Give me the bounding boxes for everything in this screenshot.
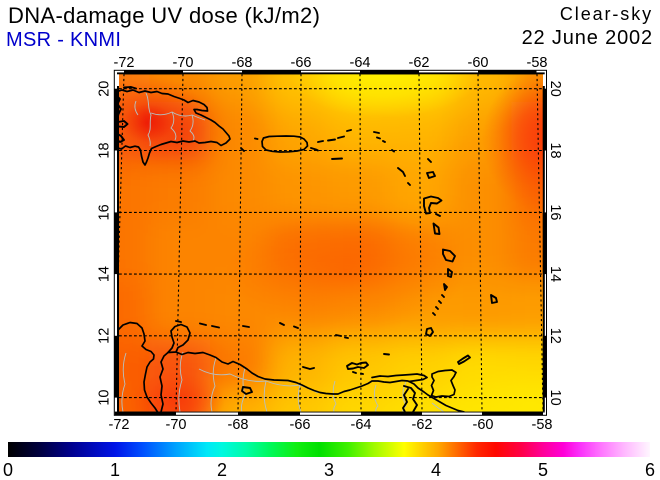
- svg-text:18: 18: [547, 142, 563, 158]
- svg-text:-66: -66: [290, 417, 311, 433]
- svg-text:-68: -68: [232, 55, 253, 71]
- svg-text:16: 16: [547, 204, 563, 220]
- svg-text:-64: -64: [350, 55, 371, 71]
- svg-text:-62: -62: [409, 55, 430, 71]
- svg-text:10: 10: [547, 390, 563, 406]
- svg-text:-66: -66: [291, 55, 312, 71]
- svg-text:20: 20: [547, 81, 563, 97]
- svg-text:10: 10: [97, 390, 113, 406]
- svg-text:-68: -68: [228, 417, 249, 433]
- svg-text:20: 20: [97, 81, 113, 97]
- svg-text:-58: -58: [527, 55, 548, 71]
- svg-text:14: 14: [97, 266, 113, 282]
- svg-text:-60: -60: [473, 417, 494, 433]
- svg-text:12: 12: [547, 328, 563, 344]
- svg-text:12: 12: [97, 328, 113, 344]
- svg-text:-70: -70: [166, 417, 187, 433]
- svg-text:16: 16: [97, 204, 113, 220]
- svg-text:-58: -58: [532, 417, 553, 433]
- svg-text:14: 14: [547, 266, 563, 282]
- svg-text:-60: -60: [468, 55, 489, 71]
- svg-text:-72: -72: [114, 55, 135, 71]
- svg-text:-64: -64: [351, 417, 372, 433]
- svg-text:-62: -62: [412, 417, 433, 433]
- svg-text:18: 18: [97, 142, 113, 158]
- svg-text:-72: -72: [109, 417, 130, 433]
- svg-text:-70: -70: [173, 55, 194, 71]
